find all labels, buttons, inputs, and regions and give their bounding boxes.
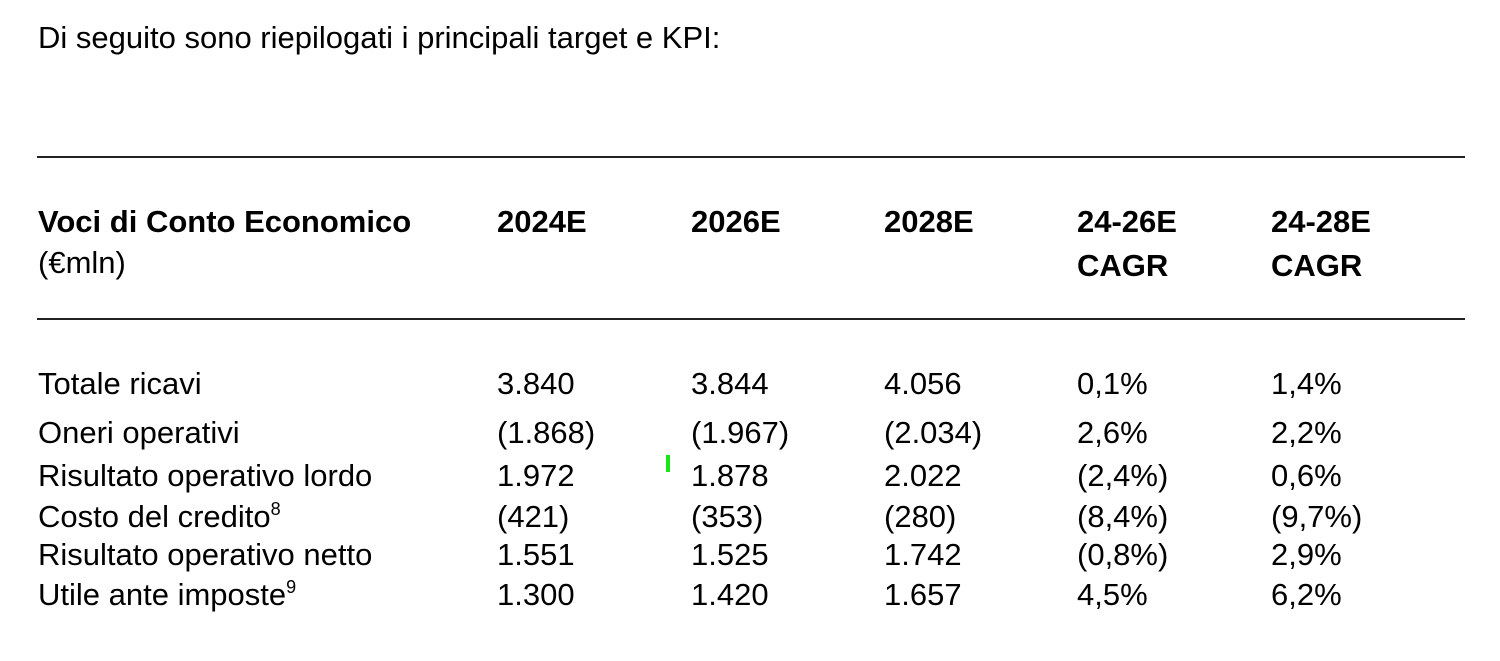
row-label: Risultato operativo lordo: [38, 456, 372, 496]
cell-2028e: 1.742: [884, 537, 962, 572]
header-2024e: 2024E: [497, 200, 587, 244]
cell-2026e: 1.525: [691, 537, 769, 572]
cell-cagr-24-26: 2,6%: [1077, 415, 1148, 450]
header-2028e-text: 2028E: [884, 204, 974, 239]
row-label-text: Costo del credito: [38, 499, 271, 534]
footnote-marker: 9: [286, 577, 297, 597]
row-label: Utile ante imposte9: [38, 575, 296, 615]
table-header-rule: [37, 318, 1465, 320]
cell-2028e: (280): [884, 499, 957, 534]
header-cagr-24-28-line2: CAGR: [1271, 248, 1363, 283]
row-label: Risultato operativo netto: [38, 535, 372, 575]
row-label: Costo del credito8: [38, 497, 281, 537]
cell-2024e: 1.972: [497, 458, 575, 493]
row-label: Totale ricavi: [38, 364, 202, 404]
row-label-text: Oneri operativi: [38, 415, 240, 450]
row-label-text: Risultato operativo netto: [38, 537, 373, 572]
cell-2028e: (2.034): [884, 415, 983, 450]
row-label-text: Utile ante imposte: [38, 577, 287, 612]
table-top-rule: [37, 156, 1465, 158]
cell-2026e: (1.967): [691, 415, 790, 450]
cell-cagr-24-26: (2,4%): [1077, 458, 1169, 493]
cell-2024e: 1.551: [497, 537, 575, 572]
header-2026e-text: 2026E: [691, 204, 781, 239]
table-row: Oneri operativi (1.868) (1.967) (2.034) …: [0, 413, 1500, 453]
header-label-title: Voci di Conto Economico: [38, 204, 412, 239]
cell-2026e: 1.878: [691, 458, 769, 493]
row-label: Oneri operativi: [38, 413, 240, 453]
table-row: Totale ricavi 3.840 3.844 4.056 0,1% 1,4…: [0, 364, 1500, 404]
table-row: Costo del credito8 (421) (353) (280) (8,…: [0, 497, 1500, 537]
table-row: Utile ante imposte9 1.300 1.420 1.657 4,…: [0, 575, 1500, 615]
cell-cagr-24-28: (9,7%): [1271, 499, 1363, 534]
row-label-text: Risultato operativo lordo: [38, 458, 373, 493]
cell-cagr-24-28: 2,9%: [1271, 537, 1342, 572]
cell-cagr-24-26: (8,4%): [1077, 499, 1169, 534]
cell-cagr-24-26: 0,1%: [1077, 366, 1148, 401]
cell-cagr-24-28: 2,2%: [1271, 415, 1342, 450]
header-cagr-24-28: 24-28E CAGR: [1271, 200, 1371, 288]
cell-2026e: 1.420: [691, 577, 769, 612]
header-2028e: 2028E: [884, 200, 974, 244]
row-label-text: Totale ricavi: [38, 366, 202, 401]
header-cagr-24-28-line1: 24-28E: [1271, 204, 1371, 239]
header-cagr-24-26-line1: 24-26E: [1077, 204, 1177, 239]
cell-cagr-24-26: (0,8%): [1077, 537, 1169, 572]
header-cagr-24-26-line2: CAGR: [1077, 248, 1169, 283]
cell-2024e: 1.300: [497, 577, 575, 612]
cell-2024e: (421): [497, 499, 570, 534]
header-cagr-24-26: 24-26E CAGR: [1077, 200, 1177, 288]
intro-text: Di seguito sono riepilogati i principali…: [38, 20, 721, 55]
cell-cagr-24-28: 0,6%: [1271, 458, 1342, 493]
cell-2028e: 4.056: [884, 366, 962, 401]
cell-2026e: (353): [691, 499, 764, 534]
table-row: Risultato operativo lordo 1.972 1.878 2.…: [0, 456, 1500, 496]
table-row: Risultato operativo netto 1.551 1.525 1.…: [0, 535, 1500, 575]
header-2024e-text: 2024E: [497, 204, 587, 239]
cell-cagr-24-28: 6,2%: [1271, 577, 1342, 612]
cell-cagr-24-26: 4,5%: [1077, 577, 1148, 612]
cell-2024e: (1.868): [497, 415, 596, 450]
footnote-marker: 8: [270, 499, 281, 519]
cell-2024e: 3.840: [497, 366, 575, 401]
header-label: Voci di Conto Economico (€mln): [38, 200, 411, 282]
text-cursor-marker: [666, 455, 670, 472]
cell-2028e: 1.657: [884, 577, 962, 612]
cell-2028e: 2.022: [884, 458, 962, 493]
header-2026e: 2026E: [691, 200, 781, 244]
header-label-unit: (€mln): [38, 245, 126, 280]
cell-2026e: 3.844: [691, 366, 769, 401]
cell-cagr-24-28: 1,4%: [1271, 366, 1342, 401]
